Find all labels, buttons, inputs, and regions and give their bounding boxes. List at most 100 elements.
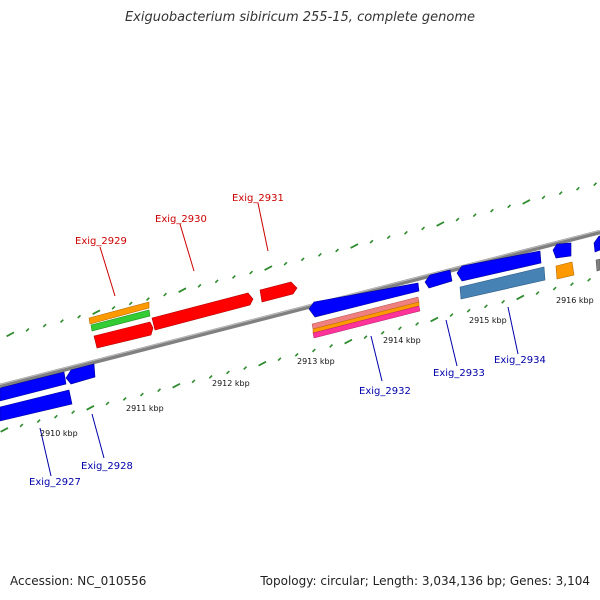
ticks-upper-tick [522,199,531,205]
kbp-label-2915: 2915 kbp [469,316,507,325]
leader-exig-2932 [370,335,383,382]
ticks-upper-tick [436,221,445,227]
gene-edge-grey-small[interactable] [595,258,600,272]
ticks-lower-tick [139,392,144,397]
ticks-upper-tick [231,275,236,279]
ticks-upper-tick [77,314,82,319]
label-exig-2930[interactable]: Exig_2930 [155,214,207,225]
label-exig-2931[interactable]: Exig_2931 [232,193,284,204]
leader-exig-2930 [179,223,195,272]
gene-exig-2927-lower-arrow[interactable] [0,389,73,422]
gene-exig-2929-cds-green[interactable] [90,309,151,332]
ticks-upper-tick [575,186,580,191]
leader-exig-2927 [39,427,52,477]
ticks-upper-tick [300,257,305,262]
ticks-upper-tick [455,217,460,222]
ticks-upper-tick [489,208,494,213]
ticks-lower-tick [225,370,230,375]
ticks-lower-tick [19,423,24,428]
genome-title: Exiguobacterium sibiricum 255-15, comple… [124,10,476,25]
ticks-upper-tick [507,204,512,209]
label-exig-2928[interactable]: Exig_2928 [81,461,133,472]
ticks-upper-tick [197,283,202,288]
gene-exig-2929-arrow[interactable] [93,321,154,349]
ticks-lower-tick [53,414,58,419]
ticks-lower-tick [516,294,525,301]
gene-exig-2929-rna-orange[interactable] [88,301,150,325]
ticks-upper-tick [541,195,546,200]
label-exig-2929[interactable]: Exig_2929 [75,236,127,247]
ticks-upper-tick [335,248,340,253]
genome-backbone [0,229,600,389]
ticks-upper-tick [264,265,273,271]
ticks-lower-tick [105,401,110,406]
ticks-upper-tick [59,319,64,324]
gene-exig-2928-arrow[interactable] [65,363,96,385]
ticks-upper-tick [283,261,288,266]
ticks-lower-tick [380,330,385,335]
label-exig-2927[interactable]: Exig_2927 [29,477,81,488]
ticks-upper-tick [317,252,322,257]
ticks-upper-tick [178,287,187,293]
ticks-lower-tick [363,335,368,340]
gene-exig-2930-arrow[interactable] [151,292,254,331]
kbp-label-2910: 2910 kbp [40,429,78,438]
leader-exig-2929 [99,246,116,297]
ticks-upper-tick [421,226,426,231]
ticks-lower-tick [157,388,162,393]
gene-exig-2934-feature-steel[interactable] [459,266,546,300]
ticks-lower-tick [311,348,316,353]
ticks-lower-tick [191,379,196,384]
ticks-lower-tick [587,277,592,282]
gene-exig-2931-arrow[interactable] [259,281,298,303]
ticks-lower-tick [71,410,76,415]
kbp-label-2916: 2916 kbp [556,296,594,305]
ticks-lower-tick [415,321,420,326]
gene-edge-blue-right[interactable] [593,235,600,253]
gene-edge-blue-small[interactable] [552,242,572,259]
ticks-lower-tick [208,374,213,379]
label-exig-2932[interactable]: Exig_2932 [359,386,411,397]
ticks-upper-tick [163,292,168,297]
gene-exig-2934-arrow[interactable] [456,250,542,282]
leader-exig-2933 [445,319,458,367]
ticks-lower-tick [397,326,402,331]
kbp-label-2913: 2913 kbp [297,357,335,366]
ticks-lower-tick [569,282,574,287]
ticks-upper-tick [369,239,374,244]
gene-exig-2932-arrow[interactable] [308,282,420,318]
ticks-upper-tick [214,279,219,284]
ticks-upper-tick [25,327,30,332]
kbp-label-2912: 2912 kbp [212,379,250,388]
ticks-lower-tick [483,304,488,309]
accession-label: Accession: NC_010556 [10,574,147,588]
leader-exig-2934 [507,306,519,355]
ticks-upper-tick [558,191,563,196]
label-exig-2934[interactable]: Exig_2934 [494,355,546,366]
kbp-label-2911: 2911 kbp [126,404,164,413]
label-exig-2933[interactable]: Exig_2933 [433,368,485,379]
ticks-lower-tick [172,382,181,389]
ticks-lower-tick [552,286,557,291]
ticks-lower-tick [294,352,299,357]
lower-tick-ring [0,277,592,433]
gene-exig-2933-arrow[interactable] [424,269,453,289]
ticks-upper-tick [42,323,47,328]
upper-tick-ring [6,182,598,338]
genome-backbone-highlight [0,230,600,385]
ticks-upper-tick [111,305,116,310]
genome-summary-label: Topology: circular; Length: 3,034,136 bp… [260,574,590,588]
gene-edge-orange-small[interactable] [555,261,575,280]
ticks-lower-tick [0,427,9,433]
ticks-upper-tick [472,213,477,218]
gene-exig-2927-arrow[interactable] [0,371,67,402]
ticks-lower-tick [535,291,540,295]
ticks-lower-tick [243,366,248,371]
ticks-upper-tick [249,270,254,275]
ticks-upper-tick [403,230,408,235]
gene-exig-2932-feature-pink[interactable] [312,305,421,339]
ticks-lower-tick [501,299,506,304]
ticks-lower-tick [466,308,471,313]
ticks-lower-tick [430,316,439,323]
